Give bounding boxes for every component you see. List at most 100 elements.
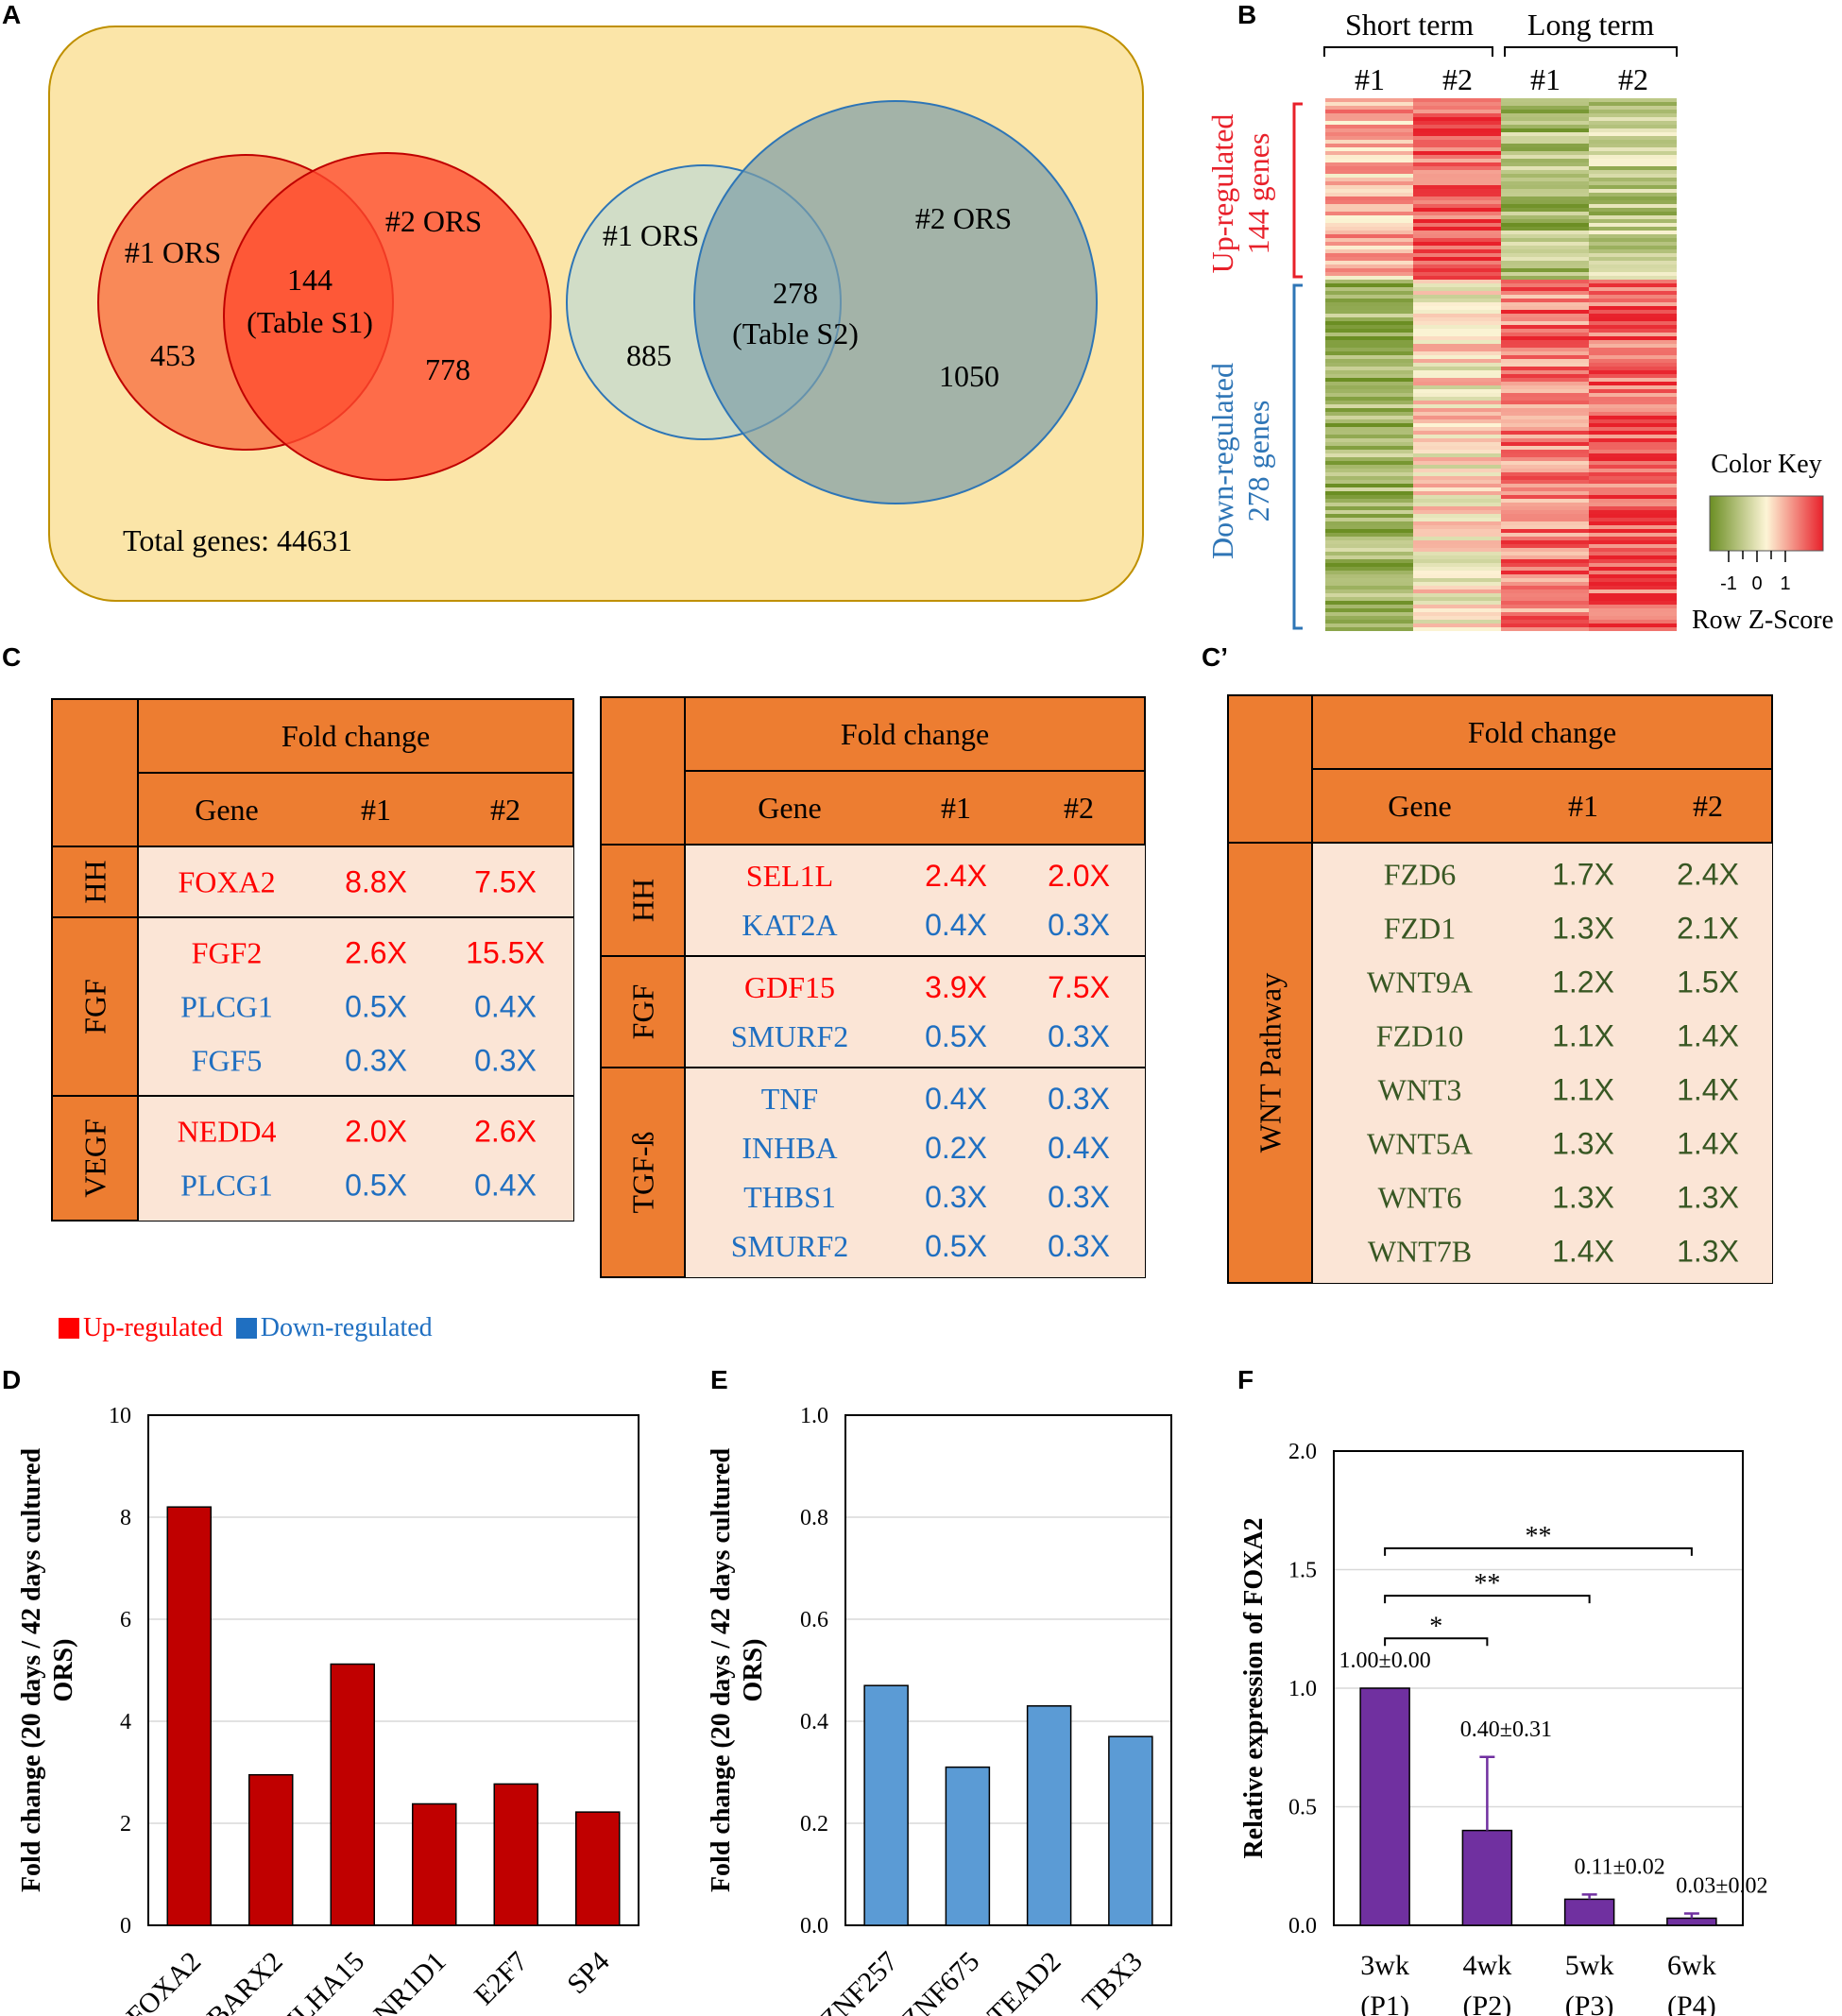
x-tick-label: BARX2 [201,1946,289,2016]
y-tick-label: 1.5 [1288,1559,1317,1583]
color-key-tick: 0 [1751,573,1762,594]
heatmap-cell [1413,461,1501,465]
heatmap-cell [1325,351,1413,355]
venn-right-b-only: 1050 [939,359,999,393]
heatmap-cell [1589,548,1677,552]
x-tick-label: 4wk [1463,1950,1512,1981]
heatmap-cell [1413,514,1501,518]
venn-left-overlap-note: (Table S1) [247,305,373,339]
table-value-2: 1.4X [1677,1127,1739,1161]
heatmap-cell [1325,166,1413,170]
heatmap-cell [1589,601,1677,605]
heatmap-cell [1325,510,1413,514]
color-key-label: Row Z-Score [1692,606,1833,635]
heatmap-cell [1413,385,1501,389]
heatmap-cell [1501,419,1589,423]
heatmap-cell [1413,450,1501,453]
heatmap-cell [1589,117,1677,121]
heatmap-cell [1501,200,1589,204]
panel-label-a: A [2,0,22,29]
heatmap-cell [1589,200,1677,204]
heatmap-cell [1413,484,1501,487]
y-tick-label: 0.8 [800,1506,828,1530]
heatmap-cell [1325,314,1413,317]
table-group-label: FGF [626,984,660,1040]
heatmap-cell [1589,348,1677,351]
heatmap-cell [1325,329,1413,333]
heatmap-cell [1325,559,1413,563]
heatmap-cell [1413,329,1501,333]
heatmap-cell [1413,612,1501,616]
heatmap-cell [1589,295,1677,299]
x-tick-label: TEAD2 [981,1946,1066,2016]
heatmap-cell [1413,616,1501,620]
heatmap-cell [1413,559,1501,563]
y-tick-label: 8 [120,1506,131,1530]
heatmap-cell [1325,431,1413,435]
table-value-2: 0.3X [1048,1082,1110,1116]
heatmap-col-label: #2 [1442,62,1473,96]
heatmap-cell [1325,382,1413,385]
table-col-1: #1 [361,793,391,827]
panel-label-d: D [2,1365,22,1394]
x-tick-sublabel: (P1) [1360,1990,1409,2016]
heatmap-cell [1501,431,1589,435]
heatmap-cell [1589,125,1677,128]
heatmap-cell [1589,128,1677,132]
heatmap-cell [1589,272,1677,276]
heatmap-cell [1589,446,1677,450]
heatmap-cell [1413,306,1501,310]
plot-frame [844,1414,1172,1926]
heatmap-cell [1589,571,1677,574]
heatmap-cell [1501,242,1589,246]
heatmap-cell [1589,469,1677,472]
heatmap-cell [1589,204,1677,208]
heatmap-cell [1325,106,1413,110]
heatmap-cell [1325,117,1413,121]
heatmap-cell [1589,616,1677,620]
table-gene: INHBA [742,1131,837,1165]
table-header: Fold change [281,719,430,753]
heatmap-cell [1589,597,1677,601]
heatmap-cell [1589,533,1677,537]
heatmap-cell [1413,620,1501,624]
heatmap-cell [1413,624,1501,627]
heatmap-cell [1501,453,1589,457]
heatmap-cell [1325,113,1413,117]
heatmap-cell [1325,212,1413,215]
heatmap-cell [1325,136,1413,140]
heatmap-cell [1413,518,1501,521]
table-group-label: TGF-ß [626,1131,660,1213]
heatmap-cell [1589,408,1677,412]
value-label: 0.11±0.02 [1574,1854,1664,1879]
heatmap-cell [1501,472,1589,476]
x-tick-label: SP4 [561,1946,616,2001]
heatmap-cell [1413,419,1501,423]
table-value-1: 2.4X [925,859,987,893]
heatmap-cell [1501,529,1589,533]
heatmap-cell [1589,151,1677,155]
heatmap-cell [1501,491,1589,495]
significance-star: ** [1526,1522,1552,1551]
heatmap-cell [1325,397,1413,401]
bar [1359,1687,1410,1926]
heatmap-cell [1325,571,1413,574]
heatmap-cell [1325,423,1413,427]
heatmap-cell [1325,170,1413,174]
plot-frame [147,1414,640,1926]
heatmap-cell [1325,325,1413,329]
error-bar [1581,1893,1597,1900]
y-axis-label: ORS) [739,1639,768,1702]
table-value-2: 7.5X [1048,970,1110,1004]
heatmap-cell [1501,329,1589,333]
heatmap-cell [1413,521,1501,525]
heatmap-cell [1325,586,1413,589]
heatmap-cell [1501,416,1589,419]
heatmap-cell [1501,265,1589,268]
heatmap-cell [1589,170,1677,174]
heatmap-cell [1413,563,1501,567]
significance-bracket [1384,1637,1489,1647]
heatmap-cell [1589,525,1677,529]
heatmap-cell [1589,544,1677,548]
heatmap-cell [1501,510,1589,514]
